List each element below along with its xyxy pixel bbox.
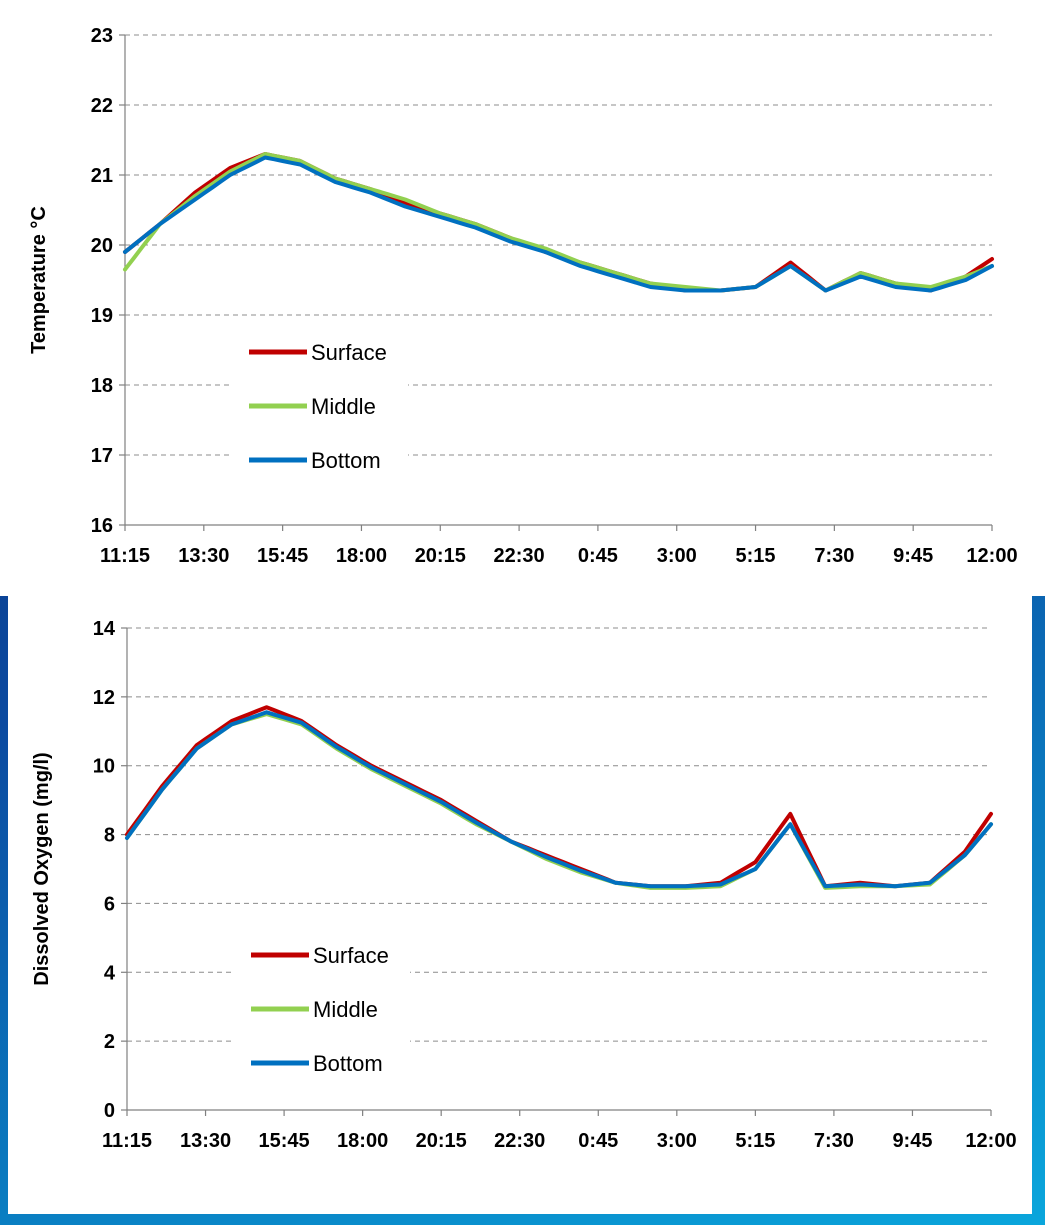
- x-tick-label: 5:15: [735, 1130, 775, 1152]
- x-tick-label: 7:30: [814, 545, 854, 567]
- y-tick-label: 23: [91, 25, 113, 47]
- series-line-bottom: [125, 710, 993, 889]
- x-tick-label: 12:00: [966, 545, 1017, 567]
- y-tick-label: 17: [91, 445, 113, 467]
- y-tick-label: 22: [91, 95, 113, 117]
- y-tick-label: 8: [104, 825, 115, 847]
- y-tick-label: 12: [93, 687, 115, 709]
- x-tick-label: 9:45: [892, 1130, 932, 1152]
- x-tick-label: 22:30: [494, 1130, 545, 1152]
- series-line-bottom: [123, 155, 994, 293]
- x-tick-label: 22:30: [494, 545, 545, 567]
- legend-label-surface: Surface: [313, 943, 389, 968]
- legend-label-surface: Surface: [311, 340, 387, 365]
- x-tick-label: 18:00: [336, 545, 387, 567]
- y-axis-label: Dissolved Oxygen (mg/l): [31, 752, 53, 985]
- dissolved-oxygen-chart: 0 2 4 6 8 10 12 14 11:15 13:30 15:45 18:00 20:15 22:3…: [31, 618, 1017, 1152]
- y-tick-label: 6: [104, 893, 115, 915]
- x-tick-label: 9:45: [893, 545, 933, 567]
- y-tick-label: 18: [91, 375, 113, 397]
- x-tick-label: 15:45: [259, 1130, 310, 1152]
- x-tick-label: 11:15: [102, 1130, 152, 1152]
- legend-label-bottom: Bottom: [313, 1051, 383, 1076]
- y-tick-label: 0: [104, 1100, 115, 1122]
- y-tick-label: 10: [93, 756, 115, 778]
- x-tick-label: 11:15: [100, 545, 150, 567]
- x-tick-label: 13:30: [178, 545, 229, 567]
- x-tick-label: 13:30: [180, 1130, 231, 1152]
- temperature-chart: 16 17 18 19 20 21 22 23 11:15 13:30 15:45 18:00 20:1…: [28, 25, 1018, 567]
- x-tick-label: 0:45: [578, 1130, 618, 1152]
- x-tick-label: 0:45: [578, 545, 618, 567]
- legend-label-bottom: Bottom: [311, 448, 381, 473]
- x-tick-label: 12:00: [965, 1130, 1016, 1152]
- x-tick-label: 15:45: [257, 545, 308, 567]
- series-line-middle: [123, 152, 994, 293]
- x-tick-label: 20:15: [416, 1130, 467, 1152]
- y-tick-label: 14: [93, 618, 116, 640]
- series-line-surface: [125, 705, 993, 889]
- oxygen-chart-panel: 0 2 4 6 8 10 12 14 11:15 13:30 15:45 18:00 20:15 22:3…: [8, 596, 1032, 1214]
- temperature-chart-panel: 16 17 18 19 20 21 22 23 11:15 13:30 15:45 18:00 20:1…: [0, 0, 1045, 596]
- y-tick-label: 4: [104, 962, 116, 984]
- y-tick-label: 21: [91, 165, 113, 187]
- legend: Surface Middle Bottom: [235, 927, 410, 1087]
- x-tick-label: 20:15: [415, 545, 466, 567]
- x-tick-label: 7:30: [814, 1130, 854, 1152]
- x-tick-label: 5:15: [736, 545, 776, 567]
- y-tick-label: 16: [91, 515, 113, 537]
- y-axis-label: Temperature °C: [28, 206, 50, 354]
- series-line-surface: [123, 152, 994, 293]
- x-tick-label: 18:00: [337, 1130, 388, 1152]
- y-tick-label: 20: [91, 235, 113, 257]
- legend: Surface Middle Bottom: [233, 324, 408, 484]
- x-tick-label: 3:00: [657, 1130, 697, 1152]
- legend-label-middle: Middle: [311, 394, 376, 419]
- legend-label-middle: Middle: [313, 997, 378, 1022]
- y-tick-label: 2: [104, 1031, 115, 1053]
- x-tick-label: 3:00: [657, 545, 697, 567]
- y-tick-label: 19: [91, 305, 113, 327]
